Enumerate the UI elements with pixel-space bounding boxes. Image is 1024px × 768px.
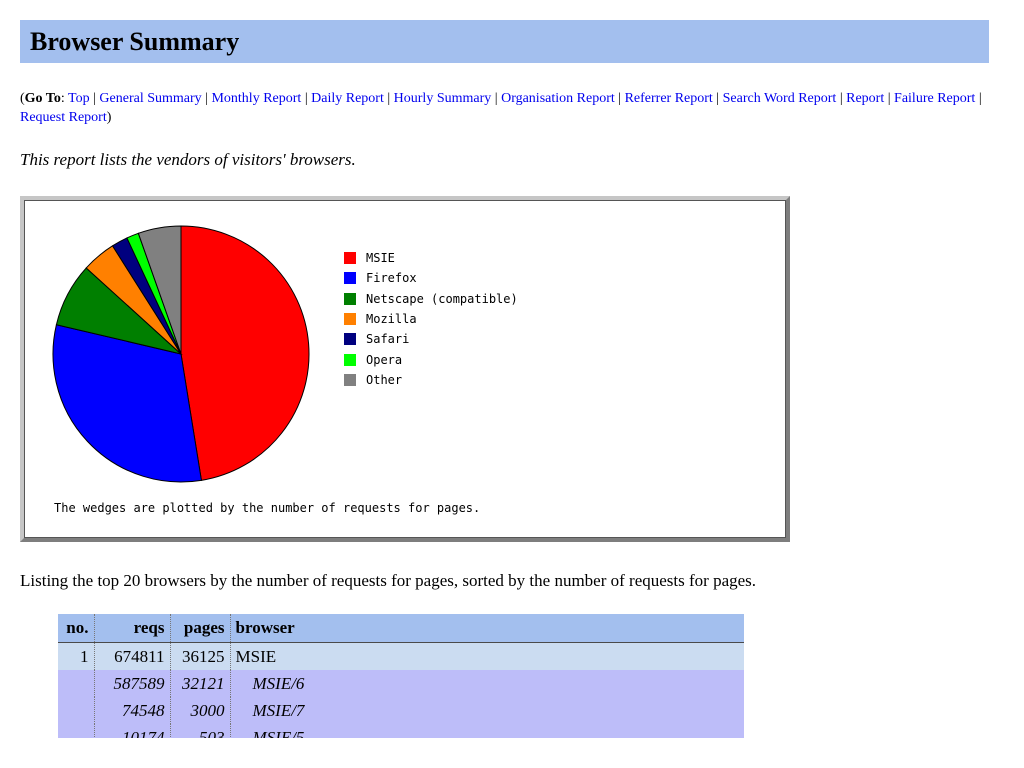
chart-frame	[24, 200, 786, 538]
legend-swatch	[344, 292, 356, 305]
legend-swatch	[344, 353, 356, 366]
nav-link-top[interactable]: Top	[68, 91, 90, 106]
cell-no	[58, 697, 94, 724]
cell-pages: 32121	[169, 670, 230, 697]
cell-pages: 503	[169, 724, 230, 738]
page-title-bar: Browser Summary	[20, 20, 989, 63]
legend-label: Firefox	[366, 271, 417, 286]
nav-link-hourly-summary[interactable]: Hourly Summary	[393, 91, 492, 106]
legend-swatch	[344, 313, 356, 326]
goto-navigation: (Go To: Top | General Summary | Monthly …	[20, 89, 1000, 127]
nav-link-organisation-report[interactable]: Organisation Report	[501, 91, 615, 106]
report-description: This report lists the vendors of visitor…	[20, 150, 356, 169]
cell-reqs: 587589	[93, 670, 170, 697]
cell-no	[58, 724, 94, 738]
legend-item-other: Other	[344, 370, 518, 390]
cell-browser: MSIE/7	[229, 697, 744, 724]
nav-link-referrer-report[interactable]: Referrer Report	[624, 91, 713, 106]
table-row: 1 674811 36125 MSIE	[58, 642, 744, 670]
goto-separator: |	[712, 91, 723, 106]
pie-slice-msie	[180, 225, 310, 481]
cell-pages: 3000	[169, 697, 230, 724]
nav-link-failure-report[interactable]: Failure Report	[894, 91, 976, 106]
goto-label: Go To	[24, 91, 61, 106]
cell-no: 1	[58, 642, 94, 670]
pie-chart-svg	[52, 225, 310, 483]
table-row: 587589 32121 MSIE/6	[58, 670, 744, 697]
header-pages: pages	[169, 614, 230, 643]
table-row: 10174 503 MSIE/5	[58, 724, 744, 738]
nav-link-monthly-report[interactable]: Monthly Report	[211, 91, 302, 106]
cell-reqs: 674811	[93, 642, 170, 670]
goto-separator: |	[884, 91, 895, 106]
cell-reqs: 10174	[93, 724, 170, 738]
chart-legend: MSIE Firefox Netscape (compatible) Mozilla S…	[344, 248, 518, 390]
legend-item-opera: Opera	[344, 349, 518, 369]
cell-reqs: 74548	[93, 697, 170, 724]
listing-description: Listing the top 20 browsers by the numbe…	[20, 571, 757, 590]
goto-separator: |	[89, 91, 100, 106]
cell-browser: MSIE	[229, 642, 744, 670]
table-body: 1 674811 36125 MSIE 587589 32121 MSIE/6 74548 30…	[58, 642, 744, 738]
header-reqs: reqs	[93, 614, 170, 643]
chart-note: The wedges are plotted by the number of …	[54, 501, 481, 515]
table-row: 74548 3000 MSIE/7	[58, 697, 744, 724]
browser-pie-chart: MSIE Firefox Netscape (compatible) Mozilla S…	[20, 196, 790, 542]
nav-link-request-report[interactable]: Request Report	[20, 110, 107, 125]
header-no: no.	[58, 614, 94, 643]
cell-no	[58, 670, 94, 697]
goto-colon: :	[60, 91, 69, 106]
legend-label: Other	[366, 372, 403, 387]
legend-item-firefox: Firefox	[344, 268, 518, 288]
legend-label: Safari	[366, 332, 410, 347]
nav-link-search-word-report[interactable]: Search Word Report	[722, 91, 837, 106]
goto-separator: |	[836, 91, 847, 106]
goto-close-paren: )	[106, 110, 112, 125]
nav-link-report[interactable]: Report	[846, 91, 885, 106]
goto-open-paren: (	[20, 91, 25, 106]
legend-swatch	[344, 333, 356, 346]
cell-browser: MSIE/5	[229, 724, 744, 738]
nav-link-daily-report[interactable]: Daily Report	[311, 91, 384, 106]
legend-label: Netscape (compatible)	[366, 291, 518, 306]
header-browser: browser	[229, 614, 744, 643]
legend-swatch	[344, 252, 356, 265]
legend-label: Mozilla	[366, 312, 417, 327]
goto-separator: |	[201, 91, 212, 106]
legend-item-safari: Safari	[344, 329, 518, 349]
browser-table-container: no. reqs pages browser 1 674811 36125 MSIE 5…	[58, 614, 744, 738]
legend-item-msie: MSIE	[344, 248, 518, 268]
cell-browser: MSIE/6	[229, 670, 744, 697]
goto-separator: |	[975, 91, 982, 106]
goto-separator: |	[491, 91, 502, 106]
goto-separator: |	[383, 91, 394, 106]
legend-label: MSIE	[366, 251, 395, 266]
nav-link-general-summary[interactable]: General Summary	[99, 91, 202, 106]
goto-separator: |	[301, 91, 312, 106]
page-title: Browser Summary	[30, 26, 240, 56]
legend-label: Opera	[366, 352, 403, 367]
legend-swatch	[344, 272, 356, 285]
legend-item-netscape-compatible: Netscape (compatible)	[344, 289, 518, 309]
legend-swatch	[344, 373, 356, 386]
browser-table: no. reqs pages browser 1 674811 36125 MSIE 5…	[58, 614, 744, 738]
pie-slice-other	[137, 225, 182, 355]
pie-slice-firefox	[52, 324, 203, 483]
table-header-row: no. reqs pages browser	[58, 614, 744, 643]
goto-separator: |	[614, 91, 625, 106]
legend-item-mozilla: Mozilla	[344, 309, 518, 329]
cell-pages: 36125	[169, 642, 230, 670]
